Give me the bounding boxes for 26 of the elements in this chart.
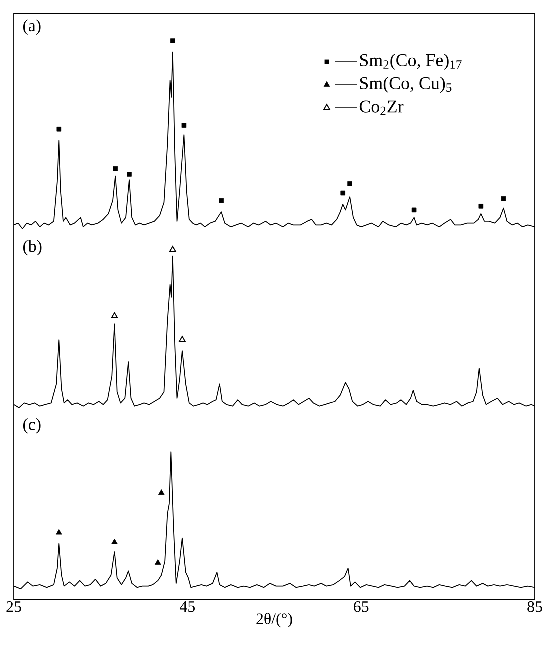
- point: [158, 490, 165, 496]
- point: [113, 166, 118, 172]
- point: [56, 126, 62, 132]
- point: [478, 204, 484, 209]
- point: [348, 181, 352, 186]
- x-tick-label: 25: [6, 602, 22, 612]
- point: [112, 538, 118, 544]
- legend-label: Sm$_{2}$(Co, Fe)$_{17}$: [360, 54, 462, 70]
- text: (c): [23, 418, 41, 434]
- point: [219, 198, 224, 204]
- annotation: (b): [23, 240, 42, 256]
- text: (a): [23, 20, 41, 36]
- x-axis-title: 2θ/(°): [256, 613, 292, 628]
- x-tick-label: 65: [354, 602, 369, 612]
- point: [127, 172, 132, 177]
- point: [340, 190, 346, 196]
- text: Sm(Co, Cu)$_{5}$: [360, 76, 452, 94]
- point: [501, 196, 506, 202]
- legend-label: Co$_{2}$Zr: [360, 100, 404, 116]
- point: [56, 529, 62, 535]
- point: [182, 123, 187, 128]
- point: [155, 559, 162, 565]
- x-tick-label: 45: [180, 602, 196, 612]
- point: [170, 38, 176, 44]
- x-tick-label: 85: [528, 602, 542, 612]
- point: [412, 208, 417, 213]
